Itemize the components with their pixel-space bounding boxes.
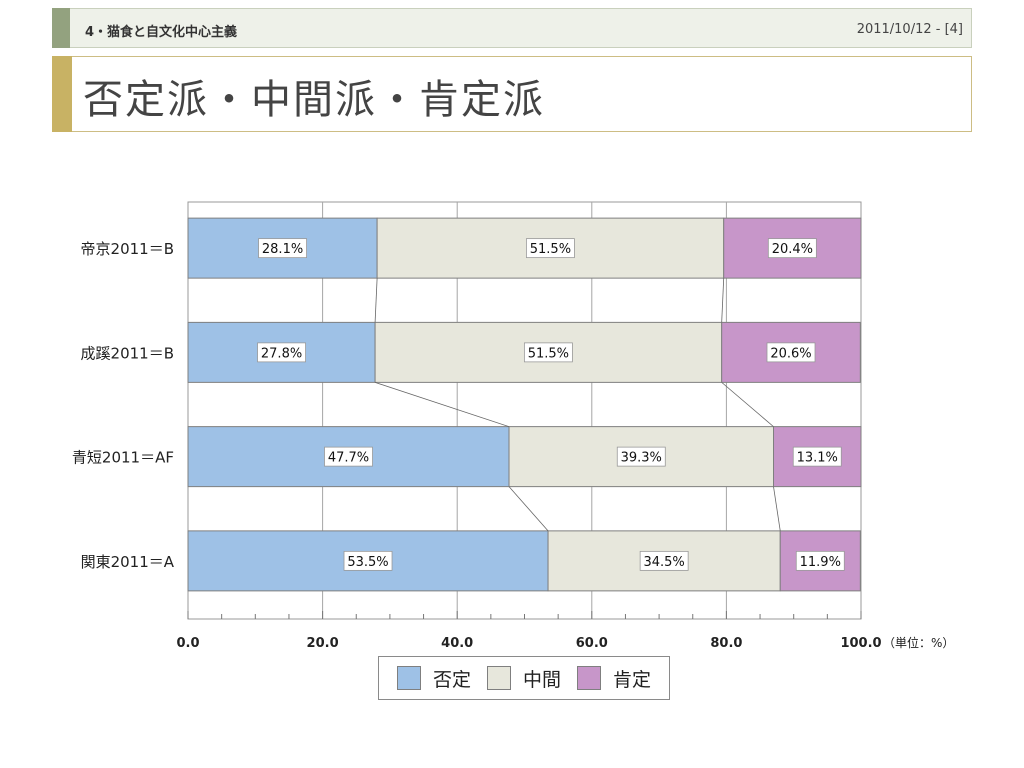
data-label-box [526,238,575,259]
legend-label-negative: 否定 [432,668,471,691]
data-label: 51.5% [530,242,571,257]
category-label: 青短2011＝AF [72,449,174,467]
series-line [374,381,510,428]
legend-item-positive: 肯定 [576,665,651,692]
legend-swatch-negative [396,666,421,690]
section-header: 4・猫食と自文化中心主義 2011/10/12 - [4] [52,8,972,48]
data-label: 27.8% [261,346,302,361]
x-tick-label: 60.0 [576,636,608,651]
data-label-box [343,550,393,571]
data-label-box [795,550,845,571]
series-line [721,382,774,427]
x-tick-label: 80.0 [710,636,742,651]
x-tick-label: 40.0 [441,636,473,651]
data-label-box [257,342,306,363]
chart-legend: 否定 中間 肯定 [378,656,670,700]
x-tick-label: 0.0 [176,636,199,651]
category-label: 帝京2011＝B [81,240,174,258]
data-label: 34.5% [643,555,684,570]
legend-item-negative: 否定 [396,665,471,692]
data-label: 39.3% [621,451,662,466]
data-label-box [616,446,666,467]
legend-label-neutral: 中間 [522,668,561,691]
data-label: 13.1% [797,451,838,466]
category-label: 関東2011＝A [81,553,175,571]
x-tick-label: 20.0 [307,636,339,651]
data-label-box [766,342,816,363]
section-accent-bar [52,8,70,48]
data-label: 53.5% [347,555,388,570]
title-bar: 否定派・中間派・肯定派 [52,56,972,132]
series-line [721,278,725,323]
x-unit-label: （単位：%） [883,635,954,650]
legend-item-neutral: 中間 [486,665,561,692]
data-label: 51.5% [528,346,569,361]
bar-segment-positive [773,426,862,488]
data-label: 47.7% [328,451,369,466]
title-accent-bar [52,56,72,132]
data-label-box [523,342,573,363]
category-label: 成蹊2011＝B [81,344,174,362]
legend-label-positive: 肯定 [612,668,651,691]
slide-title: 否定派・中間派・肯定派 [83,77,545,123]
data-label: 11.9% [800,555,841,570]
data-label-box [639,550,689,571]
data-label: 28.1% [262,242,303,257]
data-label-box [258,238,307,259]
legend-swatch-neutral [486,666,511,690]
legend-swatch-positive [576,666,601,690]
series-line [508,486,549,532]
date-page-label: 2011/10/12 - [4] [856,22,963,37]
data-label-box [767,238,817,259]
data-label-box [792,446,842,467]
data-label: 20.4% [772,242,813,257]
series-line [773,486,781,531]
section-title: 4・猫食と自文化中心主義 [85,25,238,40]
series-line [374,278,378,323]
x-tick-label: 100.0 [840,636,881,651]
data-label-box [324,446,373,467]
data-label: 20.6% [770,346,811,361]
